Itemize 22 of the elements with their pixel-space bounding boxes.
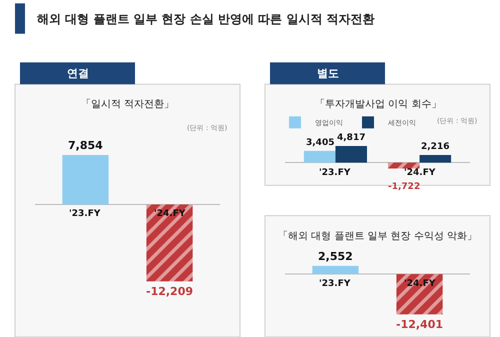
x-tick-label: '23.FY [319,279,351,289]
text: 해외 대형 플랜트 일부 현장 손실 반영에 따른 일시적 적자전환 [37,12,375,26]
data-label: 2,216 [421,142,450,152]
data-label: -12,209 [146,285,194,298]
data-label: 3,405 [306,138,334,148]
bar [304,150,336,163]
x-tick-label: '23.FY [69,209,101,219]
chart-title: 연결 [67,67,89,80]
chart-subtitle: 「해외 대형 플랜트 일부 현장 수익성 악화」 [278,230,478,242]
chart-title: 별도 [317,67,339,80]
bar [335,146,367,163]
chart-subtitle: 「투자개발사업 이익 회수」 [315,98,442,110]
data-label: 7,854 [68,139,104,152]
data-label: -1,722 [388,182,420,192]
chart-subtitle: 「일시적 적자전환」 [81,98,174,110]
data-label: 4,817 [337,133,366,143]
x-tick-label: '24.FY [404,168,436,178]
data-label: -12,401 [396,318,444,331]
x-tick-label: '23.FY [319,168,351,178]
data-label: 2,552 [318,250,353,263]
bar [420,154,452,163]
bar [388,162,420,168]
